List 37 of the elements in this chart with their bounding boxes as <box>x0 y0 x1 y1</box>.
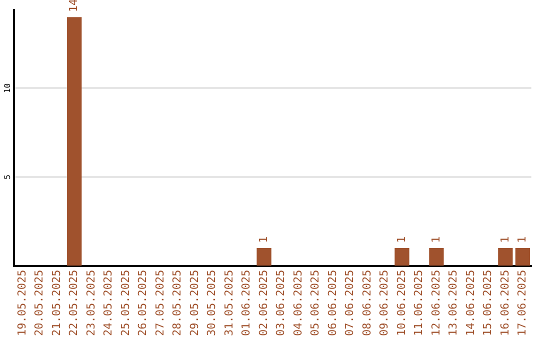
x-tick-label: 14.06.2025 <box>464 270 477 336</box>
x-tick-label: 26.05.2025 <box>136 270 150 336</box>
x-tick-label: 13.06.2025 <box>446 270 460 336</box>
x-tick-label: 05.06.2025 <box>308 270 322 336</box>
x-tick-label: 01.06.2025 <box>240 270 253 336</box>
x-tick-label: 23.05.2025 <box>84 270 98 336</box>
x-tick-label: 17.06.2025 <box>516 270 529 336</box>
x-tick-label: 15.06.2025 <box>481 270 494 336</box>
data-label: 1 <box>256 236 270 244</box>
x-tick-label: 09.06.2025 <box>378 270 391 336</box>
data-label: 1 <box>394 236 408 244</box>
x-tick-label: 28.05.2025 <box>170 270 184 336</box>
x-tick-label: 25.05.2025 <box>118 270 132 336</box>
x-tick-label: 10.06.2025 <box>394 270 408 336</box>
x-tick-label: 29.05.2025 <box>188 270 201 336</box>
x-tick-label: 07.06.2025 <box>343 270 356 336</box>
x-tick-label: 04.06.2025 <box>291 270 304 336</box>
x-tick-label: 08.06.2025 <box>360 270 374 336</box>
x-tick-label: 27.05.2025 <box>153 270 166 336</box>
data-label: 1 <box>429 236 442 244</box>
x-tick-label: 02.06.2025 <box>256 270 270 336</box>
data-label: 1 <box>516 236 529 244</box>
data-label: 1 <box>498 236 512 244</box>
x-tick-label: 21.05.2025 <box>50 270 63 336</box>
x-tick-label: 03.06.2025 <box>274 270 288 336</box>
x-tick-label: 11.06.2025 <box>412 270 426 336</box>
x-tick-label: 24.05.2025 <box>102 270 115 336</box>
x-tick-label: 30.05.2025 <box>205 270 218 336</box>
x-tick-label: 31.05.2025 <box>222 270 236 336</box>
x-tick-label: 19.05.2025 <box>15 270 28 336</box>
y-tick-label: 5 <box>3 174 12 180</box>
x-tick-label: 22.05.2025 <box>67 270 80 336</box>
y-tick-label: 10 <box>3 83 12 93</box>
x-tick-label: 06.06.2025 <box>326 270 339 336</box>
x-tick-label: 16.06.2025 <box>498 270 512 336</box>
x-tick-label: 20.05.2025 <box>32 270 46 336</box>
x-tick-label: 12.06.2025 <box>429 270 442 336</box>
